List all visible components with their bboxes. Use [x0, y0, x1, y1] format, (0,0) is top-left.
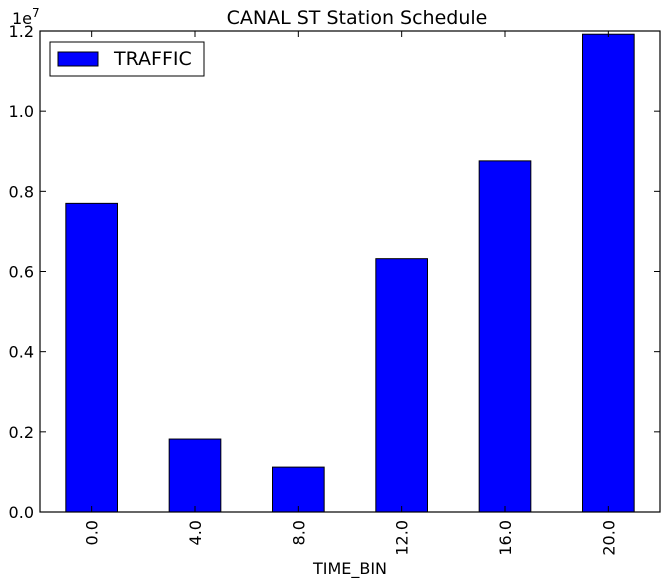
plot-frame — [39, 30, 661, 513]
bar-0.0 — [65, 202, 119, 513]
y-axis-ticks: 0.0 0.2 0.4 0.6 0.8 1.0 1.2 — [9, 22, 660, 522]
legend-label-traffic: TRAFFIC — [113, 48, 192, 70]
x-axis-ticks: 0.0 4.0 8.0 12.0 16.0 20.0 — [83, 31, 618, 556]
y-offset-exponent: 7 — [32, 6, 40, 20]
bar-8.0 — [272, 466, 325, 513]
x-tick-label-20.0: 20.0 — [599, 520, 618, 556]
x-axis-label: TIME_BIN — [312, 559, 387, 579]
y-tick-label-5: 1.0 — [9, 102, 34, 121]
legend: TRAFFIC — [49, 41, 205, 77]
bar-16.0 — [478, 160, 532, 513]
bar-4.0 — [168, 438, 222, 513]
y-tick-label-3: 0.6 — [9, 263, 34, 282]
y-tick-label-1: 0.2 — [9, 423, 34, 442]
x-tick-label-12.0: 12.0 — [393, 520, 412, 556]
x-tick-label-16.0: 16.0 — [496, 520, 515, 556]
bar-12.0 — [375, 258, 429, 513]
bars-group — [65, 33, 635, 513]
x-tick-label-0.0: 0.0 — [83, 520, 102, 545]
legend-swatch — [57, 51, 99, 67]
x-tick-label-8.0: 8.0 — [289, 520, 308, 545]
chart-title: CANAL ST Station Schedule — [227, 7, 488, 29]
y-tick-label-6: 1.2 — [9, 22, 34, 41]
y-tick-label-4: 0.8 — [9, 182, 34, 201]
x-tick-label-4.0: 4.0 — [186, 520, 205, 545]
bar-20.0 — [582, 33, 635, 513]
y-tick-label-2: 0.4 — [9, 343, 34, 362]
y-tick-label-0: 0.0 — [9, 503, 34, 522]
